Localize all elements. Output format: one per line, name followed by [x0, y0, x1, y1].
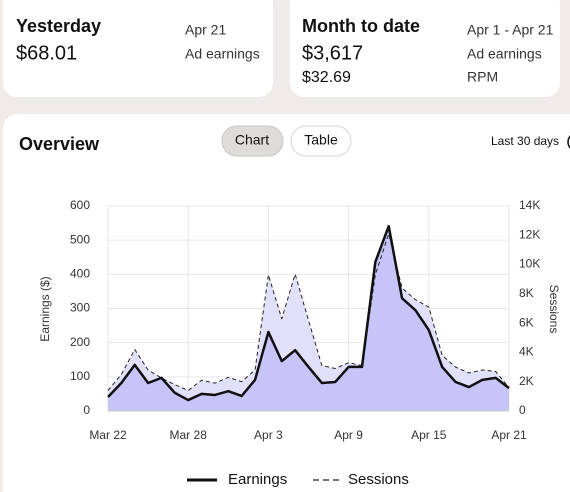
y-tick-label: 500 — [70, 232, 90, 246]
card-date: Apr 21 — [185, 22, 226, 38]
y2-axis-label: Sessions — [547, 285, 561, 334]
card-title: Month to date — [302, 16, 420, 36]
y2-tick-label: 14K — [519, 198, 540, 212]
area — [108, 226, 509, 411]
y2-tick-label: 10K — [519, 257, 540, 271]
legend-label: Earnings — [228, 471, 287, 488]
card-date: Apr 1 - Apr 21 — [467, 22, 554, 38]
x-tick-label: Apr 21 — [491, 428, 527, 442]
x-tick-label: Apr 3 — [254, 428, 283, 442]
y2-tick-label: 0 — [519, 403, 526, 417]
card — [290, 0, 560, 97]
y-tick-label: 400 — [70, 267, 90, 281]
line — [107, 224, 510, 402]
y-tick-label: 600 — [70, 198, 90, 212]
tab-button[interactable] — [221, 125, 284, 157]
card — [3, 0, 273, 97]
y-tick-label: 200 — [70, 335, 90, 349]
x-tick-label: Mar 22 — [89, 428, 127, 442]
y2-tick-label: 6K — [519, 315, 534, 329]
range-selector[interactable]: Last 30 days — [491, 134, 559, 148]
y2-tick-label: 8K — [519, 286, 534, 300]
x-tick-label: Apr 15 — [411, 428, 447, 442]
range-icon[interactable] — [567, 133, 570, 151]
y2-tick-label: 4K — [519, 345, 534, 359]
y-tick-label: 100 — [70, 369, 90, 383]
card-metric: Ad earnings — [185, 46, 260, 62]
y2-tick-label: 12K — [519, 227, 540, 241]
card-title: Yesterday — [16, 16, 101, 36]
tab-label[interactable]: Table — [304, 132, 338, 148]
overview-title: Overview — [19, 134, 100, 154]
x-tick-label: Apr 9 — [334, 428, 363, 442]
tab-button[interactable] — [290, 125, 352, 157]
legend-label: Sessions — [348, 471, 409, 488]
card-metric: RPM — [467, 69, 498, 85]
card-value: $68.01 — [16, 42, 77, 64]
y2-tick-label: 2K — [519, 374, 534, 388]
card-metric: Ad earnings — [467, 46, 542, 62]
y-tick-label: 0 — [83, 403, 90, 417]
tab-label[interactable]: Chart — [235, 132, 269, 148]
x-tick-label: Mar 28 — [170, 428, 208, 442]
card-value: $3,617 — [302, 42, 363, 64]
y-tick-label: 300 — [70, 301, 90, 315]
y-axis-label: Earnings ($) — [38, 276, 52, 341]
card-value: $32.69 — [302, 69, 351, 86]
